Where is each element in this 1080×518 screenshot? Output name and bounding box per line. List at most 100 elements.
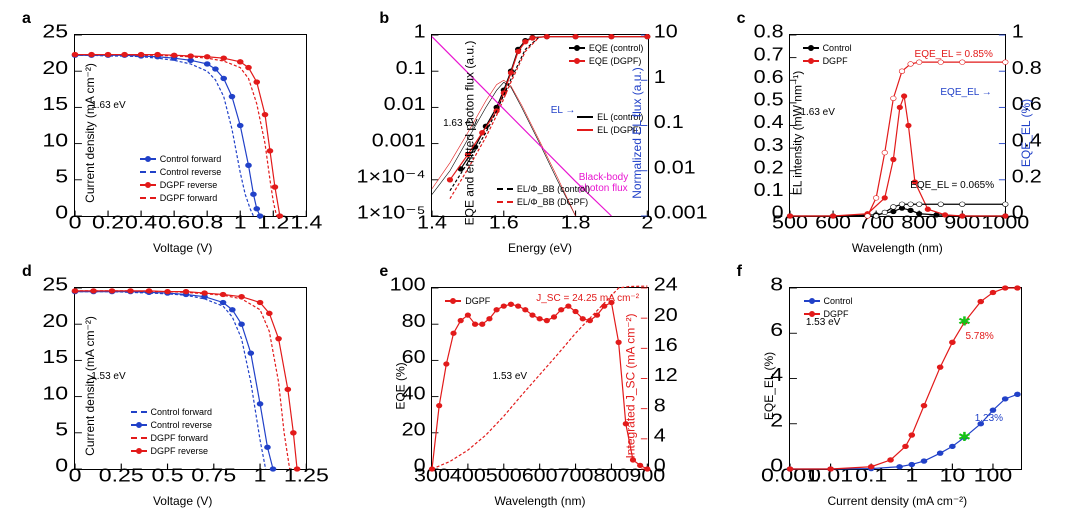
legend: EQE (control)EQE (DGPF) (569, 42, 644, 68)
svg-text:15: 15 (42, 347, 68, 367)
y2-axis-label: Integrated J_SC (mA cm⁻²) (623, 313, 637, 458)
legend: ControlDGPF (804, 295, 853, 321)
svg-text:1: 1 (1011, 22, 1023, 42)
svg-text:0.7: 0.7 (753, 45, 783, 65)
svg-text:20: 20 (654, 305, 678, 325)
annotation: 1.63 eV (800, 107, 834, 118)
svg-text:0.001: 0.001 (654, 203, 708, 223)
svg-text:0.75: 0.75 (191, 466, 236, 486)
svg-text:0.8: 0.8 (1011, 58, 1041, 78)
svg-text:10: 10 (42, 131, 68, 151)
plot-area: 0.0010.010.111010002468✱✱1.53 eV5.78%1.2… (789, 287, 1022, 470)
figure: a 00.20.40.60.811.21.405101520251.63 eVCo… (0, 0, 1080, 518)
panel-d: d00.250.50.7511.2505101520251.53 eVContr… (18, 263, 347, 508)
svg-text:0.25: 0.25 (99, 466, 144, 486)
svg-text:10: 10 (939, 466, 965, 486)
svg-text:100: 100 (390, 275, 426, 295)
svg-text:0.1: 0.1 (396, 58, 426, 78)
panel-label: b (379, 10, 389, 28)
svg-text:0.2: 0.2 (92, 213, 124, 233)
y-axis-label: Current density (mA cm⁻²) (83, 63, 97, 203)
svg-text:1: 1 (234, 213, 247, 233)
svg-text:0: 0 (1011, 203, 1023, 223)
svg-text:0: 0 (770, 456, 783, 476)
svg-text:700: 700 (558, 466, 594, 486)
svg-text:1: 1 (905, 466, 918, 486)
svg-text:0.4: 0.4 (125, 213, 157, 233)
svg-text:0: 0 (654, 456, 666, 476)
svg-text:5: 5 (55, 167, 68, 187)
svg-text:1: 1 (414, 22, 426, 42)
y-axis-label: EL intensity (mW nm⁻¹) (790, 70, 804, 195)
annotation-top: J_SC = 24.25 mA cm⁻² (536, 293, 639, 304)
svg-text:✱: ✱ (957, 430, 971, 444)
panel-label: a (22, 10, 31, 28)
panel-label: d (22, 263, 32, 281)
y-axis-label: EQE and emitted photon flux (a.u.) (463, 40, 477, 225)
annotation: EQE_EL = 0.85% (915, 49, 993, 60)
svg-text:20: 20 (42, 58, 68, 78)
annotation: 5.78% (965, 331, 993, 342)
svg-text:0.1: 0.1 (753, 181, 783, 201)
legend: Control forwardControl reverseDGPF forwa… (131, 406, 213, 458)
svg-text:1.25: 1.25 (284, 466, 329, 486)
svg-text:0.6: 0.6 (753, 67, 783, 87)
y-axis-label: Current density (mA cm⁻²) (83, 316, 97, 456)
svg-text:10: 10 (42, 384, 68, 404)
svg-text:0.2: 0.2 (1011, 167, 1041, 187)
svg-text:0.01: 0.01 (384, 95, 426, 115)
x-axis-label: Current density (mA cm⁻²) (733, 494, 1062, 508)
svg-text:1.6: 1.6 (489, 213, 519, 233)
svg-text:1: 1 (654, 67, 666, 87)
annotation: 1.53 eV (493, 371, 527, 382)
svg-text:8: 8 (654, 396, 666, 416)
svg-text:0.8: 0.8 (753, 22, 783, 42)
panel-b: b1.41.61.821×10⁻⁵1×10⁻⁴0.0010.010.110.00… (375, 10, 704, 255)
svg-text:20: 20 (402, 420, 426, 440)
svg-text:500: 500 (486, 466, 522, 486)
panel-a: a 00.20.40.60.811.21.405101520251.63 eVCo… (18, 10, 347, 255)
svg-text:0.01: 0.01 (654, 158, 696, 178)
annotation: EQE_EL = 0.065% (910, 180, 994, 191)
svg-text:24: 24 (654, 275, 678, 295)
svg-text:0.6: 0.6 (158, 213, 190, 233)
svg-text:400: 400 (450, 466, 486, 486)
svg-text:800: 800 (594, 466, 630, 486)
svg-text:0: 0 (55, 456, 68, 476)
panel-grid: a 00.20.40.60.811.21.405101520251.63 eVCo… (18, 10, 1062, 508)
svg-text:0: 0 (55, 203, 68, 223)
panel-label: e (379, 263, 388, 281)
svg-text:12: 12 (654, 366, 678, 386)
panel-label: f (737, 263, 742, 281)
svg-text:0.3: 0.3 (753, 135, 783, 155)
svg-text:✱: ✱ (957, 315, 971, 329)
x-axis-label: Voltage (V) (18, 494, 347, 508)
svg-text:1.4: 1.4 (290, 213, 322, 233)
svg-text:20: 20 (42, 311, 68, 331)
legend: Control forwardControl reverseDGPF rever… (140, 153, 222, 205)
svg-text:0.2: 0.2 (753, 158, 783, 178)
svg-text:1×10⁻⁵: 1×10⁻⁵ (357, 203, 426, 223)
annotation: EL → (551, 105, 576, 116)
svg-text:16: 16 (654, 336, 678, 356)
x-axis-label: Voltage (V) (18, 241, 347, 255)
svg-text:25: 25 (42, 275, 68, 295)
svg-text:10: 10 (654, 22, 678, 42)
svg-text:5: 5 (55, 420, 68, 440)
svg-text:0.5: 0.5 (151, 466, 183, 486)
panel-e: e 300400500600700800900020406080100048121… (375, 263, 704, 508)
plot-area: 00.20.40.60.811.21.405101520251.63 eVCon… (74, 34, 307, 217)
svg-text:6: 6 (770, 320, 783, 340)
svg-text:0: 0 (414, 456, 426, 476)
annotation: EQE_EL → (940, 87, 991, 98)
svg-text:0.1: 0.1 (654, 113, 684, 133)
svg-text:80: 80 (402, 311, 426, 331)
y-axis-label: EQE (%) (394, 362, 408, 409)
svg-text:0.4: 0.4 (753, 113, 783, 133)
plot-area: 3004005006007008009000204060801000481216… (431, 287, 648, 470)
svg-text:600: 600 (522, 466, 558, 486)
svg-text:0: 0 (771, 203, 783, 223)
legend: DGPF (445, 295, 490, 308)
x-axis-label: Energy (eV) (375, 241, 704, 255)
legend: ControlDGPF (803, 42, 852, 68)
